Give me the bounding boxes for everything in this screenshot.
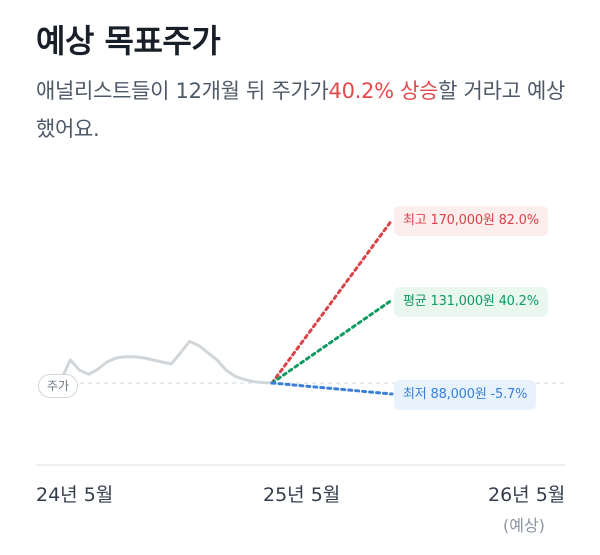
target-line-low (270, 381, 394, 396)
x-tick-label: 26년 5월 (488, 484, 566, 506)
target-badge-change: -5.7% (490, 387, 528, 402)
target-badge-price: 170,000원 (430, 213, 495, 228)
x-tick-label: 25년 5월 (263, 484, 341, 506)
target-badge-price: 131,000원 (430, 294, 495, 309)
target-line-high (270, 218, 394, 385)
x-tick-label: 24년 5월 (36, 484, 114, 506)
current-price-tag: 주가 (38, 374, 79, 398)
target-badge-change: 82.0% (498, 213, 540, 228)
page-title: 예상 목표주가 (36, 22, 221, 60)
target-badge-label: 최저 (403, 387, 427, 402)
target-badge-label: 최고 (403, 213, 427, 228)
subtitle-text-end: 할 거라고 예상했어요. (36, 79, 566, 141)
target-badge-high: 최고 170,000원 82.0% (394, 206, 548, 236)
x-tick-sublabel: (예상) (503, 516, 545, 535)
target-line-avg (270, 298, 394, 385)
target-badge-price: 88,000원 (430, 387, 487, 402)
price-history-line (50, 339, 274, 385)
target-badge-change: 40.2% (498, 294, 540, 309)
page-subtitle: 애널리스트들이 12개월 뒤 주가가40.2% 상승할 거라고 예상했어요. (36, 72, 576, 148)
subtitle-highlight: 40.2% 상승 (328, 79, 439, 103)
target-badge-label: 평균 (403, 294, 427, 309)
target-badge-low: 최저 88,000원 -5.7% (394, 380, 537, 410)
subtitle-text: 애널리스트들이 12개월 뒤 주가가 (36, 79, 329, 103)
target-badge-avg: 평균 131,000원 40.2% (394, 287, 548, 317)
